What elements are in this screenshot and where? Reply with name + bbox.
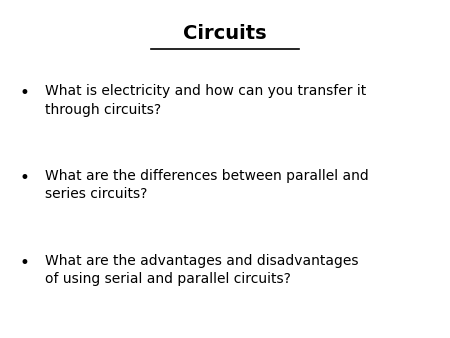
Text: •: • (20, 84, 30, 102)
Text: What is electricity and how can you transfer it
through circuits?: What is electricity and how can you tran… (45, 84, 366, 117)
Text: What are the differences between parallel and
series circuits?: What are the differences between paralle… (45, 169, 369, 201)
Text: •: • (20, 254, 30, 271)
Text: Circuits: Circuits (183, 24, 267, 43)
Text: •: • (20, 169, 30, 187)
Text: What are the advantages and disadvantages
of using serial and parallel circuits?: What are the advantages and disadvantage… (45, 254, 359, 286)
